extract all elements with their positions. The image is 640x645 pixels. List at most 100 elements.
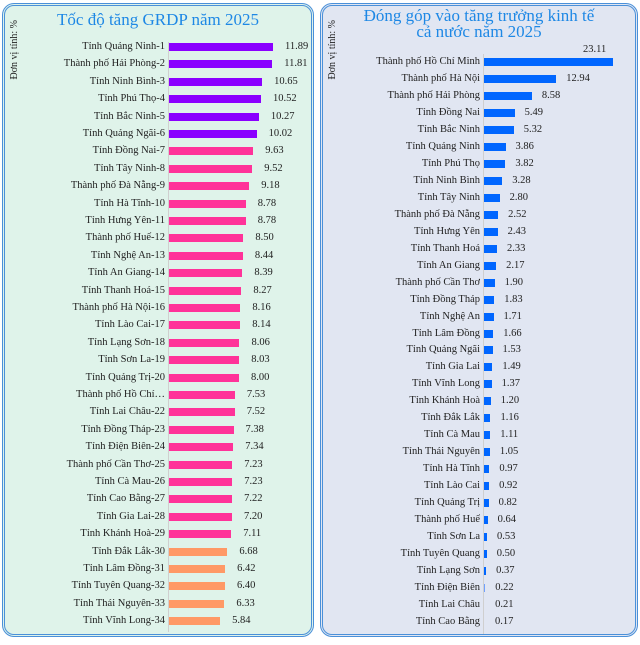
bar: [484, 142, 506, 151]
data-label: 6.40: [236, 580, 256, 592]
category-label: Tỉnh Thanh Hoá-15: [81, 284, 165, 296]
category-label: Tỉnh Đồng Nai: [416, 106, 480, 118]
bar: [484, 533, 487, 542]
bar: [169, 286, 242, 295]
bar: [169, 512, 232, 521]
data-label: 0.53: [496, 531, 516, 543]
category-label: Thành phố Huế-12: [85, 232, 165, 244]
data-label: 5.32: [523, 123, 543, 135]
bar: [169, 617, 221, 626]
bar: [484, 448, 490, 457]
bar: [484, 482, 490, 491]
data-label: 8.27: [253, 284, 272, 296]
data-label: 1.16: [500, 412, 519, 424]
unit-label: Đơn vị tính: %: [327, 20, 338, 80]
category-label: Tỉnh Tây Ninh: [417, 191, 480, 203]
bar: [169, 582, 225, 591]
category-label: Thành phố Hải Phòng: [387, 89, 480, 101]
data-label: 9.18: [261, 180, 280, 192]
data-label: 0.21: [495, 599, 514, 611]
category-label: Tỉnh Sơn La: [427, 531, 480, 543]
bar: [484, 74, 557, 83]
category-label: Tỉnh Thái Nguyên: [402, 446, 480, 458]
data-label: 2.52: [508, 208, 527, 220]
category-label: Tỉnh Ninh Bình-3: [89, 75, 165, 87]
data-label: 6.68: [239, 545, 258, 557]
category-label: Tỉnh Hà Tĩnh-10: [94, 197, 165, 209]
bar: [484, 176, 503, 185]
category-label: Tỉnh Đắk Lắk-30: [92, 545, 165, 557]
bar: [169, 321, 241, 330]
bar: [169, 164, 253, 173]
bar: [484, 465, 490, 474]
data-label: 8.78: [257, 215, 277, 226]
data-label: 12.94: [566, 72, 590, 84]
category-label: Tỉnh Tuyên Quang: [400, 548, 480, 560]
data-label: 8.06: [251, 336, 270, 348]
category-label: Thành phố Hải Phòng-2: [63, 58, 165, 70]
data-label: 0.82: [498, 497, 517, 509]
category-label: Tỉnh Khánh Hoà-29: [80, 528, 165, 540]
bar: [484, 397, 491, 406]
category-label: Tỉnh Đồng Nai-7: [92, 145, 165, 157]
bar: [484, 210, 499, 219]
category-label: Tỉnh Phú Thọ-4: [98, 93, 165, 105]
data-label: 7.11: [243, 528, 262, 540]
data-label: 8.14: [252, 319, 271, 331]
category-label: Tỉnh Gia Lai: [425, 361, 480, 373]
data-label: 1.11: [500, 429, 519, 441]
bar: [484, 431, 491, 440]
bar: [169, 77, 263, 86]
category-label: Tỉnh Quảng Ninh: [405, 140, 480, 152]
category-label: Tỉnh Cao Bằng-27: [86, 493, 165, 505]
bar: [484, 58, 613, 66]
data-label: 1.71: [503, 310, 522, 322]
bar: [484, 414, 491, 423]
bar: [484, 499, 489, 508]
category-label: Tỉnh Lai Châu-22: [89, 406, 165, 418]
bar: [169, 443, 234, 452]
bar: [484, 261, 497, 270]
category-label: Tỉnh Lạng Sơn: [416, 565, 480, 577]
bar: [484, 567, 487, 576]
bar: [169, 338, 240, 347]
category-label: Tỉnh Đồng Tháp-23: [81, 423, 165, 435]
data-label: 7.22: [244, 493, 263, 505]
data-label: 7.38: [245, 423, 264, 435]
category-label: Tỉnh Sơn La-19: [98, 354, 165, 366]
chart-title: Tốc độ tăng GRDP năm 2025: [57, 10, 259, 29]
category-label: Thành phố Hà Nội-16: [72, 302, 165, 313]
bar: [484, 346, 493, 355]
data-label: 11.89: [285, 41, 309, 52]
bar: [484, 312, 494, 321]
data-label: 0.22: [495, 582, 514, 594]
data-label: 1.05: [499, 446, 519, 458]
data-label: 8.58: [541, 89, 561, 101]
chart-title-line-2: cả nước năm 2025: [416, 22, 542, 41]
data-label: 7.20: [243, 510, 263, 522]
chart-title: Đóng góp vào tăng trưởng kinh tế cả nước…: [323, 7, 635, 41]
bar: [484, 125, 514, 134]
bar: [169, 599, 225, 608]
data-label: 1.83: [504, 293, 523, 305]
data-label: 8.16: [252, 302, 271, 313]
category-label: Tỉnh Hà Tĩnh: [423, 463, 480, 475]
category-label: Tỉnh An Giang: [417, 259, 480, 271]
bar: [169, 547, 228, 556]
category-label: Tỉnh Nghệ An-13: [90, 249, 165, 261]
data-label: 8.39: [254, 267, 273, 279]
category-label: Thành phố Hồ Chí…: [76, 389, 165, 400]
category-label: Tỉnh Quảng Ngãi-6: [82, 128, 165, 139]
data-label: 23.11: [583, 44, 607, 55]
category-label: Tỉnh Thái Nguyên-33: [73, 597, 165, 609]
bar: [169, 147, 254, 156]
bar: [169, 408, 235, 417]
category-label: Tỉnh Thanh Hoá: [410, 242, 480, 254]
category-label: Tỉnh Vĩnh Long: [411, 378, 480, 390]
data-label: 2.17: [506, 259, 525, 271]
grdp-growth-chart: Tốc độ tăng GRDP năm 2025 Đơn vị tính: %…: [2, 3, 314, 637]
category-label: Tỉnh Bắc Ninh-5: [93, 110, 165, 122]
category-label: Tỉnh Lào Cai: [424, 480, 480, 492]
bar: [484, 193, 500, 202]
category-label: Tỉnh Lai Châu: [418, 599, 480, 611]
